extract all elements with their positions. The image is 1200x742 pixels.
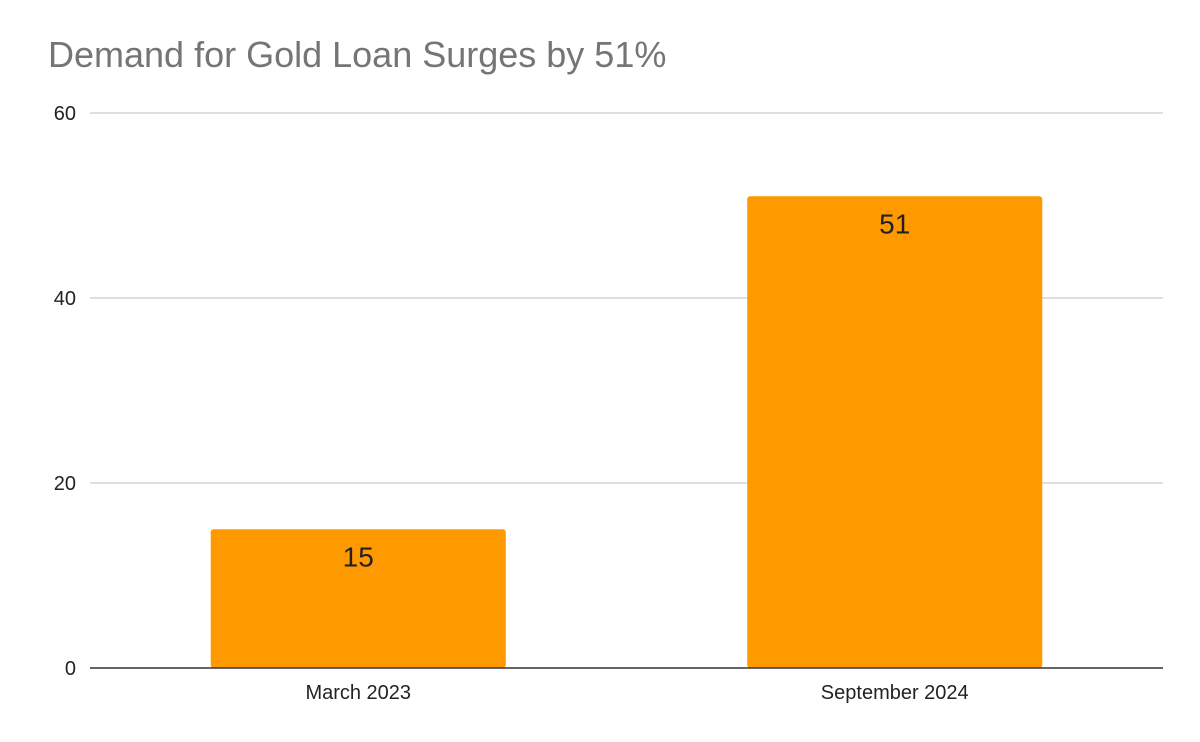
chart-title: Demand for Gold Loan Surges by 51% xyxy=(48,34,667,75)
y-tick-label: 60 xyxy=(54,103,76,125)
bar-value-label: 15 xyxy=(343,541,374,572)
x-axis: March 2023 September 2024 xyxy=(90,667,1163,704)
bars xyxy=(210,196,1043,668)
y-tick-label: 40 xyxy=(54,288,76,310)
bar-value-label: 51 xyxy=(879,208,910,239)
x-tick-label: March 2023 xyxy=(305,682,411,704)
y-tick-label: 0 xyxy=(65,658,76,680)
y-tick-label: 20 xyxy=(54,473,76,495)
bar xyxy=(210,529,506,668)
bar xyxy=(747,196,1043,668)
y-axis-ticks: 0 20 40 60 xyxy=(54,103,76,680)
x-tick-label: September 2024 xyxy=(821,682,969,704)
